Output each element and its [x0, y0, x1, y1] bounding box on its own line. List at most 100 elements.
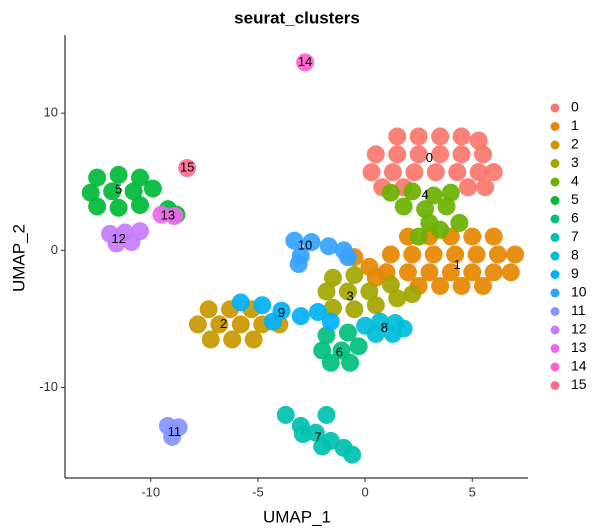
point: [484, 263, 503, 282]
cluster-label: 12: [111, 231, 125, 246]
point: [345, 266, 364, 285]
point: [431, 145, 450, 164]
point: [473, 276, 492, 295]
legend-swatch: [550, 270, 560, 279]
point: [426, 163, 445, 182]
cluster-label: 9: [278, 305, 285, 320]
point: [420, 263, 439, 282]
point: [431, 127, 450, 146]
point: [276, 405, 295, 424]
cluster-label: 4: [421, 187, 428, 202]
point: [366, 145, 385, 164]
point: [484, 227, 503, 246]
point: [409, 127, 428, 146]
point: [131, 168, 150, 187]
point: [253, 296, 272, 315]
cluster-label: 1: [454, 257, 461, 272]
point: [398, 263, 417, 282]
point: [317, 326, 336, 345]
point: [343, 445, 362, 464]
legend-label: 3: [571, 154, 579, 170]
point: [231, 293, 250, 312]
legend-swatch: [550, 177, 560, 187]
point: [323, 298, 342, 317]
point: [88, 197, 107, 216]
point: [178, 159, 197, 178]
point: [289, 255, 308, 274]
legend-label: 9: [571, 265, 579, 281]
legend-swatch: [550, 233, 560, 242]
point: [321, 312, 340, 331]
point: [416, 200, 435, 219]
y-axis-title: UMAP_2: [9, 224, 28, 292]
cluster-label: 5: [115, 181, 122, 196]
point: [109, 165, 128, 184]
point: [291, 307, 310, 326]
cluster-label: 8: [381, 320, 388, 335]
legend-label: 10: [571, 284, 587, 300]
legend-swatch: [550, 288, 560, 298]
y-tick-label: 0: [51, 242, 58, 257]
point: [109, 198, 128, 217]
legend-label: 11: [571, 302, 586, 318]
cluster-label: 2: [220, 316, 227, 331]
plot-points: [81, 53, 525, 464]
cluster-label: 3: [346, 288, 353, 303]
legend-swatch: [550, 307, 560, 316]
point: [476, 178, 495, 197]
legend-swatch: [550, 344, 560, 353]
point: [338, 323, 357, 342]
point: [366, 296, 385, 315]
point: [441, 183, 460, 202]
point: [131, 196, 150, 215]
legend-swatch: [550, 159, 560, 168]
point: [403, 285, 422, 304]
legend-label: 2: [571, 136, 579, 152]
point: [469, 163, 488, 182]
point: [323, 268, 342, 287]
x-tick-label: -10: [141, 484, 160, 499]
legend-label: 6: [571, 210, 579, 226]
x-tick-label: 5: [469, 484, 476, 499]
point: [403, 245, 422, 264]
point: [124, 182, 143, 201]
point: [313, 437, 332, 456]
legend-swatch: [550, 325, 560, 335]
point: [165, 207, 184, 226]
point: [394, 319, 413, 338]
cluster-label: 6: [336, 345, 343, 360]
point: [319, 237, 338, 256]
point: [458, 178, 477, 197]
point: [341, 353, 360, 372]
cluster-label: 0: [426, 150, 433, 165]
point: [501, 263, 520, 282]
cluster-label: 14: [298, 54, 312, 69]
point: [349, 337, 368, 356]
point: [338, 248, 357, 267]
point: [107, 234, 126, 253]
point: [366, 324, 385, 343]
point: [424, 186, 443, 205]
point: [338, 282, 357, 301]
point: [317, 405, 336, 424]
point: [362, 163, 381, 182]
point: [201, 330, 220, 349]
cluster-label: 13: [161, 207, 175, 222]
point: [317, 282, 336, 301]
legend-label: 5: [571, 191, 579, 207]
cluster-label: 11: [168, 424, 182, 439]
point: [383, 163, 402, 182]
point: [388, 127, 407, 146]
point: [163, 427, 182, 446]
legend-swatch: [550, 122, 560, 131]
point: [452, 127, 471, 146]
cluster-label: 15: [180, 159, 194, 174]
point: [381, 245, 400, 264]
point: [296, 53, 315, 72]
point: [403, 182, 422, 201]
point: [452, 145, 471, 164]
legend-swatch: [550, 251, 560, 261]
y-tick-label: -10: [39, 379, 58, 394]
